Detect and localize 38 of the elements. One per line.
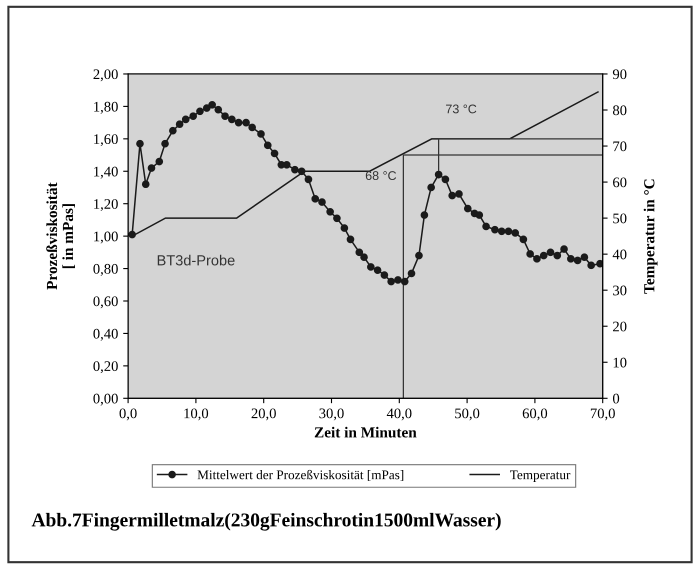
- y-tick-label: 1,00: [94, 231, 118, 244]
- annotation: BT3d-Probe: [158, 254, 235, 266]
- y-tick-label: 1,80: [94, 102, 118, 114]
- x-axis-title: Zeit in Minuten: [314, 426, 417, 438]
- legend-label: Temperatur: [510, 470, 570, 482]
- y-tick-label: 1,40: [94, 166, 118, 179]
- y-tick-label: 0,40: [93, 328, 118, 341]
- legend-label: Mittelwert der Prozeßviskosität [mPas]: [198, 470, 404, 481]
- x-tick-label: 20,0: [252, 408, 276, 420]
- y2-tick-label: 80: [612, 105, 626, 116]
- caption: Abb.7Fingermilletmalz(230gFeinschrotin1500mlWasser): [32, 512, 501, 531]
- y2-tick-label: 0: [612, 394, 620, 404]
- y-tick-label: 1,60: [94, 134, 118, 146]
- y-tick-label: 2,00: [93, 69, 118, 82]
- x-tick-label: 50,0: [455, 408, 480, 420]
- y-tick-label: 1,20: [94, 199, 118, 212]
- y-tick-label: 0,20: [93, 361, 118, 374]
- y2-tick-label: 30: [613, 286, 626, 296]
- x-tick-label: 40,0: [386, 408, 412, 420]
- y2-tick-label: 20: [613, 322, 626, 332]
- y2-tick-label: 10: [614, 358, 626, 368]
- y2-tick-label: 40: [612, 250, 626, 260]
- y2-tick-label: 60: [613, 177, 626, 188]
- ref-line-label: 73 °C: [446, 104, 476, 114]
- x-tick-label: 0,0: [120, 408, 137, 420]
- x-tick-label: 70,0: [590, 408, 615, 420]
- y-tick-label: 0,60: [93, 296, 118, 308]
- y2-tick-label: 70: [613, 141, 626, 152]
- y2-axis-title: Temperatur in °C: [644, 179, 658, 294]
- y2-tick-label: 90: [612, 69, 626, 80]
- y-tick-label: 0,80: [93, 264, 118, 276]
- x-tick-label: 30,0: [319, 408, 344, 420]
- ref-line-label: 68 °C: [366, 171, 396, 180]
- x-tick-label: 10,0: [184, 408, 208, 420]
- y2-tick-label: 50: [613, 213, 626, 224]
- y-tick-label: 0,00: [93, 394, 118, 406]
- y-axis-title: Prozeßviskosität [ in mPas]: [46, 182, 75, 290]
- x-tick-label: 60,0: [522, 408, 548, 420]
